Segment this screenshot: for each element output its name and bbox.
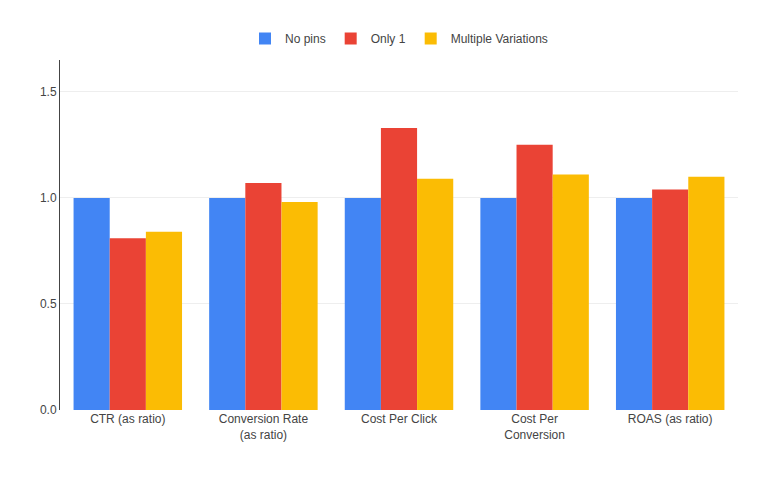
svg-text:Multiple Variations: Multiple Variations [451,32,548,46]
svg-text:1.0: 1.0 [40,191,57,205]
svg-text:1.5: 1.5 [40,85,57,99]
svg-text:0.0: 0.0 [40,403,57,417]
svg-text:0.5: 0.5 [40,297,57,311]
svg-text:Only 1: Only 1 [371,32,406,46]
svg-text:Conversion Rate(as ratio): Conversion Rate(as ratio) [219,412,309,442]
svg-text:CTR (as ratio): CTR (as ratio) [90,412,165,426]
svg-text:No pins: No pins [285,32,326,46]
svg-text:Cost PerConversion: Cost PerConversion [504,412,565,442]
svg-text:ROAS (as ratio): ROAS (as ratio) [628,412,713,426]
svg-text:Cost Per Click: Cost Per Click [361,412,438,426]
